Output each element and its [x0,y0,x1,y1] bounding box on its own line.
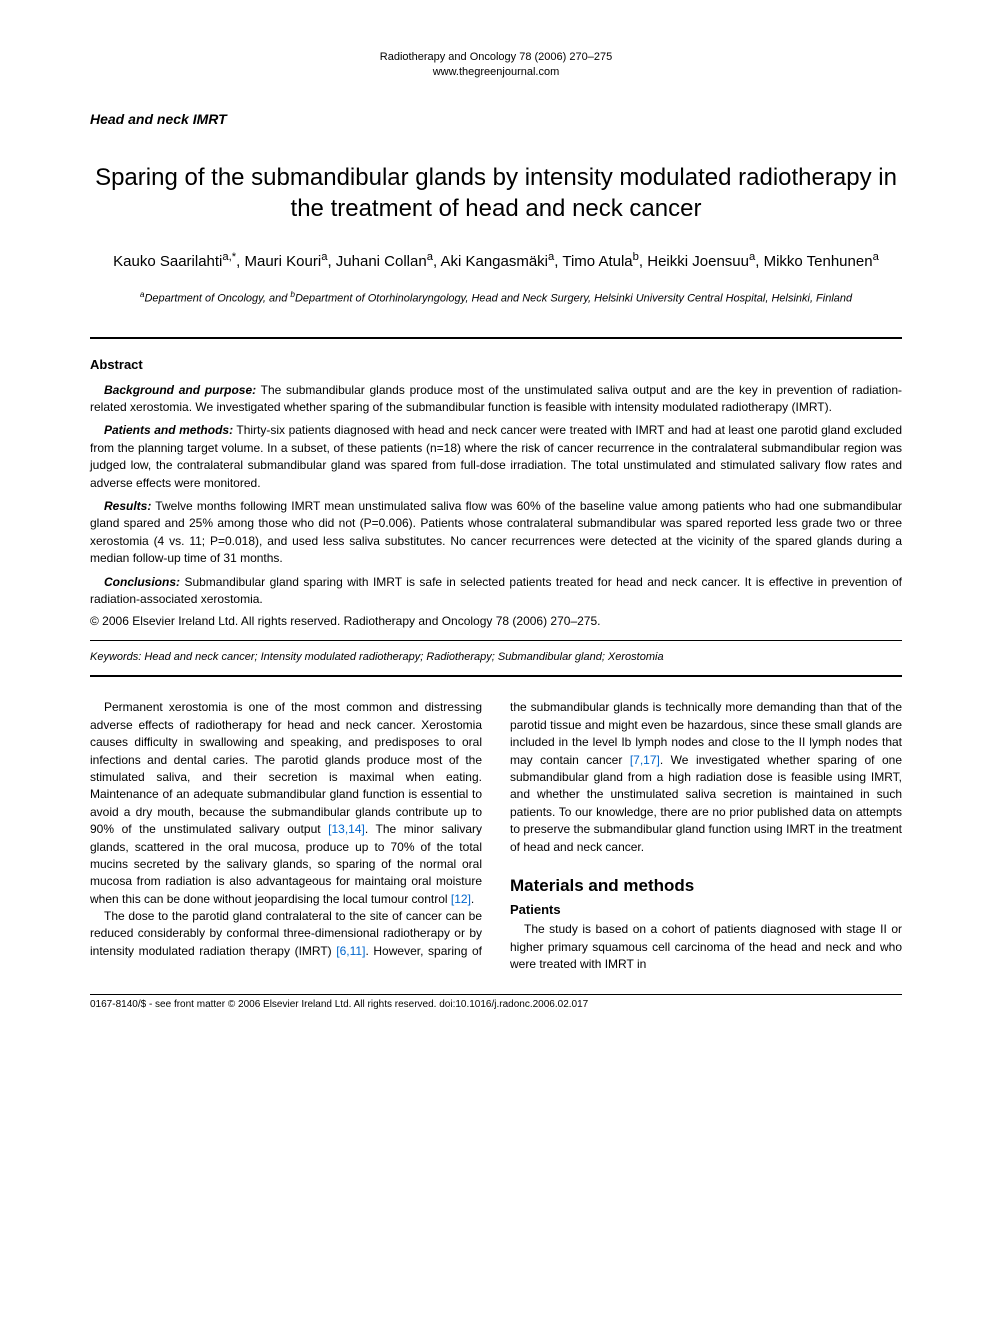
abstract-text: Submandibular gland sparing with IMRT is… [90,575,902,606]
page: Radiotherapy and Oncology 78 (2006) 270–… [0,0,992,1050]
citation-line: Radiotherapy and Oncology 78 (2006) 270–… [90,50,902,65]
keywords-label: Keywords: [90,651,141,663]
abstract-para-conclusions: Conclusions: Submandibular gland sparing… [90,574,902,609]
section-heading: Materials and methods [510,874,902,899]
abstract-para-methods: Patients and methods: Thirty-six patient… [90,422,902,492]
run-head: Patients and methods: [104,423,233,437]
rule-bottom [90,675,902,677]
citation-link[interactable]: [6,11] [336,944,365,958]
keywords: Keywords: Head and neck cancer; Intensit… [90,651,902,663]
citation-link[interactable]: [7,17] [630,753,660,767]
abstract-heading: Abstract [90,357,902,372]
abstract-text: Twelve months following IMRT mean unstim… [90,499,902,565]
run-head: Conclusions: [104,575,180,589]
rule-mid [90,640,902,641]
citation-link[interactable]: [12] [451,892,471,906]
body-para-1: Permanent xerostomia is one of the most … [90,699,482,908]
run-head: Results: [104,499,151,513]
journal-url: www.thegreenjournal.com [90,65,902,80]
header-meta: Radiotherapy and Oncology 78 (2006) 270–… [90,50,902,81]
footer-text: 0167-8140/$ - see front matter © 2006 El… [90,999,902,1010]
section-label: Head and neck IMRT [90,111,902,127]
body-columns: Permanent xerostomia is one of the most … [90,699,902,973]
footer-rule [90,994,902,995]
keywords-text: Head and neck cancer; Intensity modulate… [144,651,663,663]
abstract-para-background: Background and purpose: The submandibula… [90,382,902,417]
abstract-para-results: Results: Twelve months following IMRT me… [90,498,902,568]
citation-link[interactable]: [13,14] [328,822,365,836]
article-title: Sparing of the submandibular glands by i… [90,162,902,224]
copyright-line: © 2006 Elsevier Ireland Ltd. All rights … [90,614,902,628]
body-para-3: The study is based on a cohort of patien… [510,921,902,973]
affiliations: aDepartment of Oncology, and bDepartment… [90,289,902,307]
subsection-heading: Patients [510,901,902,920]
abstract-body: Background and purpose: The submandibula… [90,382,902,609]
run-head: Background and purpose: [104,383,256,397]
authors: Kauko Saarilahtia,*, Mauri Kouria, Juhan… [90,249,902,274]
rule-top [90,337,902,339]
